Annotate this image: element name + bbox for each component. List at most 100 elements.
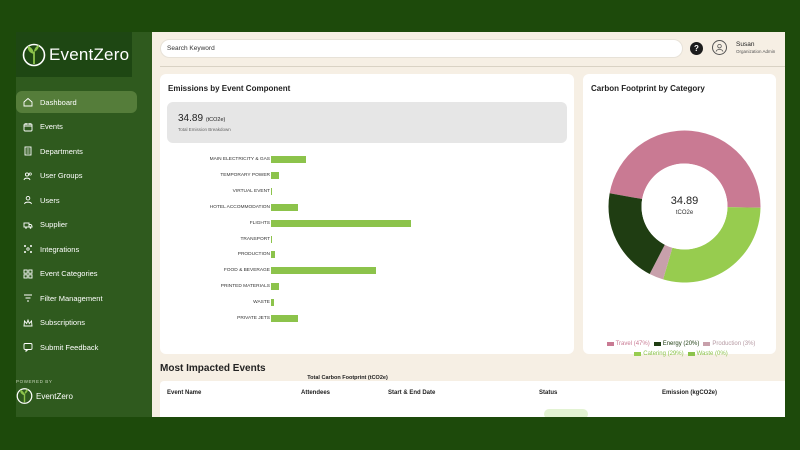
impacted-events-table-body [160, 406, 785, 417]
donut-hole [641, 163, 728, 250]
footprint-card: Carbon Footprint by Category 34.89 tCO2e… [583, 74, 776, 357]
legend-swatch [687, 352, 695, 356]
bar[interactable] [271, 251, 276, 259]
filter-icon [23, 293, 33, 303]
app-window: EventZero Dashboard Events Departments User… [16, 32, 785, 417]
footprint-title: Carbon Footprint by Category [591, 84, 705, 93]
bar[interactable] [271, 283, 280, 291]
divider [160, 66, 785, 67]
sidebar-item-submit-feedback[interactable]: Submit Feedback [16, 336, 137, 358]
sidebar-item-label: Dashboard [40, 97, 77, 107]
user-icon [23, 195, 33, 205]
legend-row: Travel (47%) Energy (20%) Production (3%) [591, 339, 771, 349]
sidebar-item-label: User Groups [40, 171, 83, 180]
help-icon[interactable]: ? [690, 42, 703, 55]
table-column-header[interactable]: Status [539, 390, 558, 396]
bar[interactable] [271, 315, 298, 322]
bar-row: HOTEL ACCOMMODATION [160, 200, 574, 216]
sidebar-item-departments[interactable]: Departments [16, 140, 137, 162]
bar-category-label: PRIVATE JETS [237, 316, 270, 321]
bar[interactable] [271, 235, 272, 243]
footprint-donut-chart: 34.89 tCO2e [607, 129, 762, 284]
sidebar-item-filter-management[interactable]: Filter Management [16, 287, 137, 309]
powered-by-label: POWERED BY [16, 379, 53, 384]
legend-swatch [703, 342, 711, 346]
legend-row: Catering (29%) Waste (0%) [591, 349, 771, 359]
legend-swatch [653, 342, 661, 346]
table-column-header[interactable]: Start & End Date [388, 390, 436, 396]
bar-row: FOOD & BEVERAGE [160, 263, 574, 279]
user-role: Organization Admin [736, 49, 776, 54]
sidebar-item-user-groups[interactable]: User Groups [16, 165, 137, 187]
donut-svg [608, 130, 761, 283]
bar[interactable] [271, 219, 411, 227]
sidebar-item-events[interactable]: Events [16, 116, 137, 138]
leaf-logo-icon [16, 388, 33, 404]
bar[interactable] [271, 171, 280, 179]
bar-category-label: FLIGHTS [249, 220, 270, 226]
search-input[interactable]: Search Keyword [160, 39, 683, 58]
leaf-logo-icon [22, 43, 46, 66]
integrations-icon [23, 244, 33, 254]
sidebar-item-label: Supplier [40, 220, 68, 229]
footer-logo: EventZero [16, 387, 73, 405]
donut-center-unit: tCO2e [675, 210, 694, 216]
bar[interactable] [271, 203, 298, 211]
table-column-header[interactable]: Emission (kgCO2e) [662, 390, 718, 396]
bar-row: FLIGHTS [160, 216, 574, 232]
legend-label: Travel (47%) [615, 341, 650, 347]
sidebar-item-label: Departments [40, 146, 83, 156]
legend-label: Waste (0%) [696, 351, 728, 357]
avatar[interactable] [712, 40, 727, 55]
bar-category-label: MAIN ELECTRICITY & GAS [209, 157, 270, 162]
bar-chart-x-title: Total Carbon Footprint (tCO2e) [307, 375, 388, 381]
table-column-header[interactable]: Attendees [301, 390, 331, 396]
sidebar-item-event-categories[interactable]: Event Categories [16, 263, 137, 285]
total-emission-number: 34.89 [178, 113, 204, 124]
legend-item[interactable]: Catering (29%) [634, 349, 684, 359]
sidebar-item-label: Events [40, 122, 63, 131]
bar-category-label: TEMPORARY POWER [220, 172, 270, 178]
donut-slice-production[interactable] [649, 244, 673, 280]
bar[interactable] [271, 299, 274, 307]
sidebar: EventZero Dashboard Events Departments User… [16, 32, 152, 417]
legend-item[interactable]: Waste (0%) [687, 349, 728, 359]
total-emission-label: Total Emission Breakdown [178, 127, 231, 132]
bar-row: MAIN ELECTRICITY & GAS [160, 152, 574, 168]
legend-item[interactable]: Energy (20%) [653, 339, 699, 349]
status-badge [544, 409, 588, 417]
app-logo[interactable]: EventZero [16, 32, 132, 77]
donut-slice-energy[interactable] [608, 193, 665, 275]
donut-slice-travel[interactable] [609, 130, 761, 208]
building-icon [23, 146, 33, 156]
user-avatar-icon [715, 43, 724, 52]
calendar-icon [23, 122, 33, 132]
bar-row: TRANSPORT [160, 232, 574, 248]
bar-category-label: HOTEL ACCOMMODATION [209, 204, 270, 210]
table-column-header[interactable]: Event Name [167, 390, 202, 396]
legend-label: Catering (29%) [643, 351, 684, 357]
user-name[interactable]: Susan [736, 41, 755, 48]
total-emission-value: 34.89 (tCO2e) [178, 113, 225, 124]
bar-row: PRIVATE JETS [160, 311, 574, 327]
sidebar-item-subscriptions[interactable]: Subscriptions [16, 312, 137, 334]
bar-category-label: TRANSPORT [240, 236, 271, 242]
impacted-events-title: Most Impacted Events [160, 363, 266, 374]
donut-slice-catering[interactable] [663, 207, 761, 283]
sidebar-item-label: Filter Management [40, 293, 103, 303]
legend-item[interactable]: Travel (47%) [606, 339, 650, 349]
bar-row: WASTE [160, 295, 574, 311]
sidebar-item-dashboard[interactable]: Dashboard [16, 91, 137, 113]
bar[interactable] [271, 187, 273, 195]
sidebar-item-users[interactable]: Users [16, 189, 137, 211]
legend-item[interactable]: Production (3%) [703, 339, 755, 349]
bar-category-label: VIRTUAL EVENT [232, 188, 270, 194]
bar[interactable] [271, 267, 376, 275]
bar[interactable] [271, 156, 306, 163]
bar-category-label: FOOD & BEVERAGE [223, 268, 270, 274]
sidebar-item-integrations[interactable]: Integrations [16, 238, 137, 260]
home-icon [23, 97, 33, 107]
sidebar-item-supplier[interactable]: Supplier [16, 214, 137, 236]
sidebar-item-label: Event Categories [40, 269, 98, 278]
